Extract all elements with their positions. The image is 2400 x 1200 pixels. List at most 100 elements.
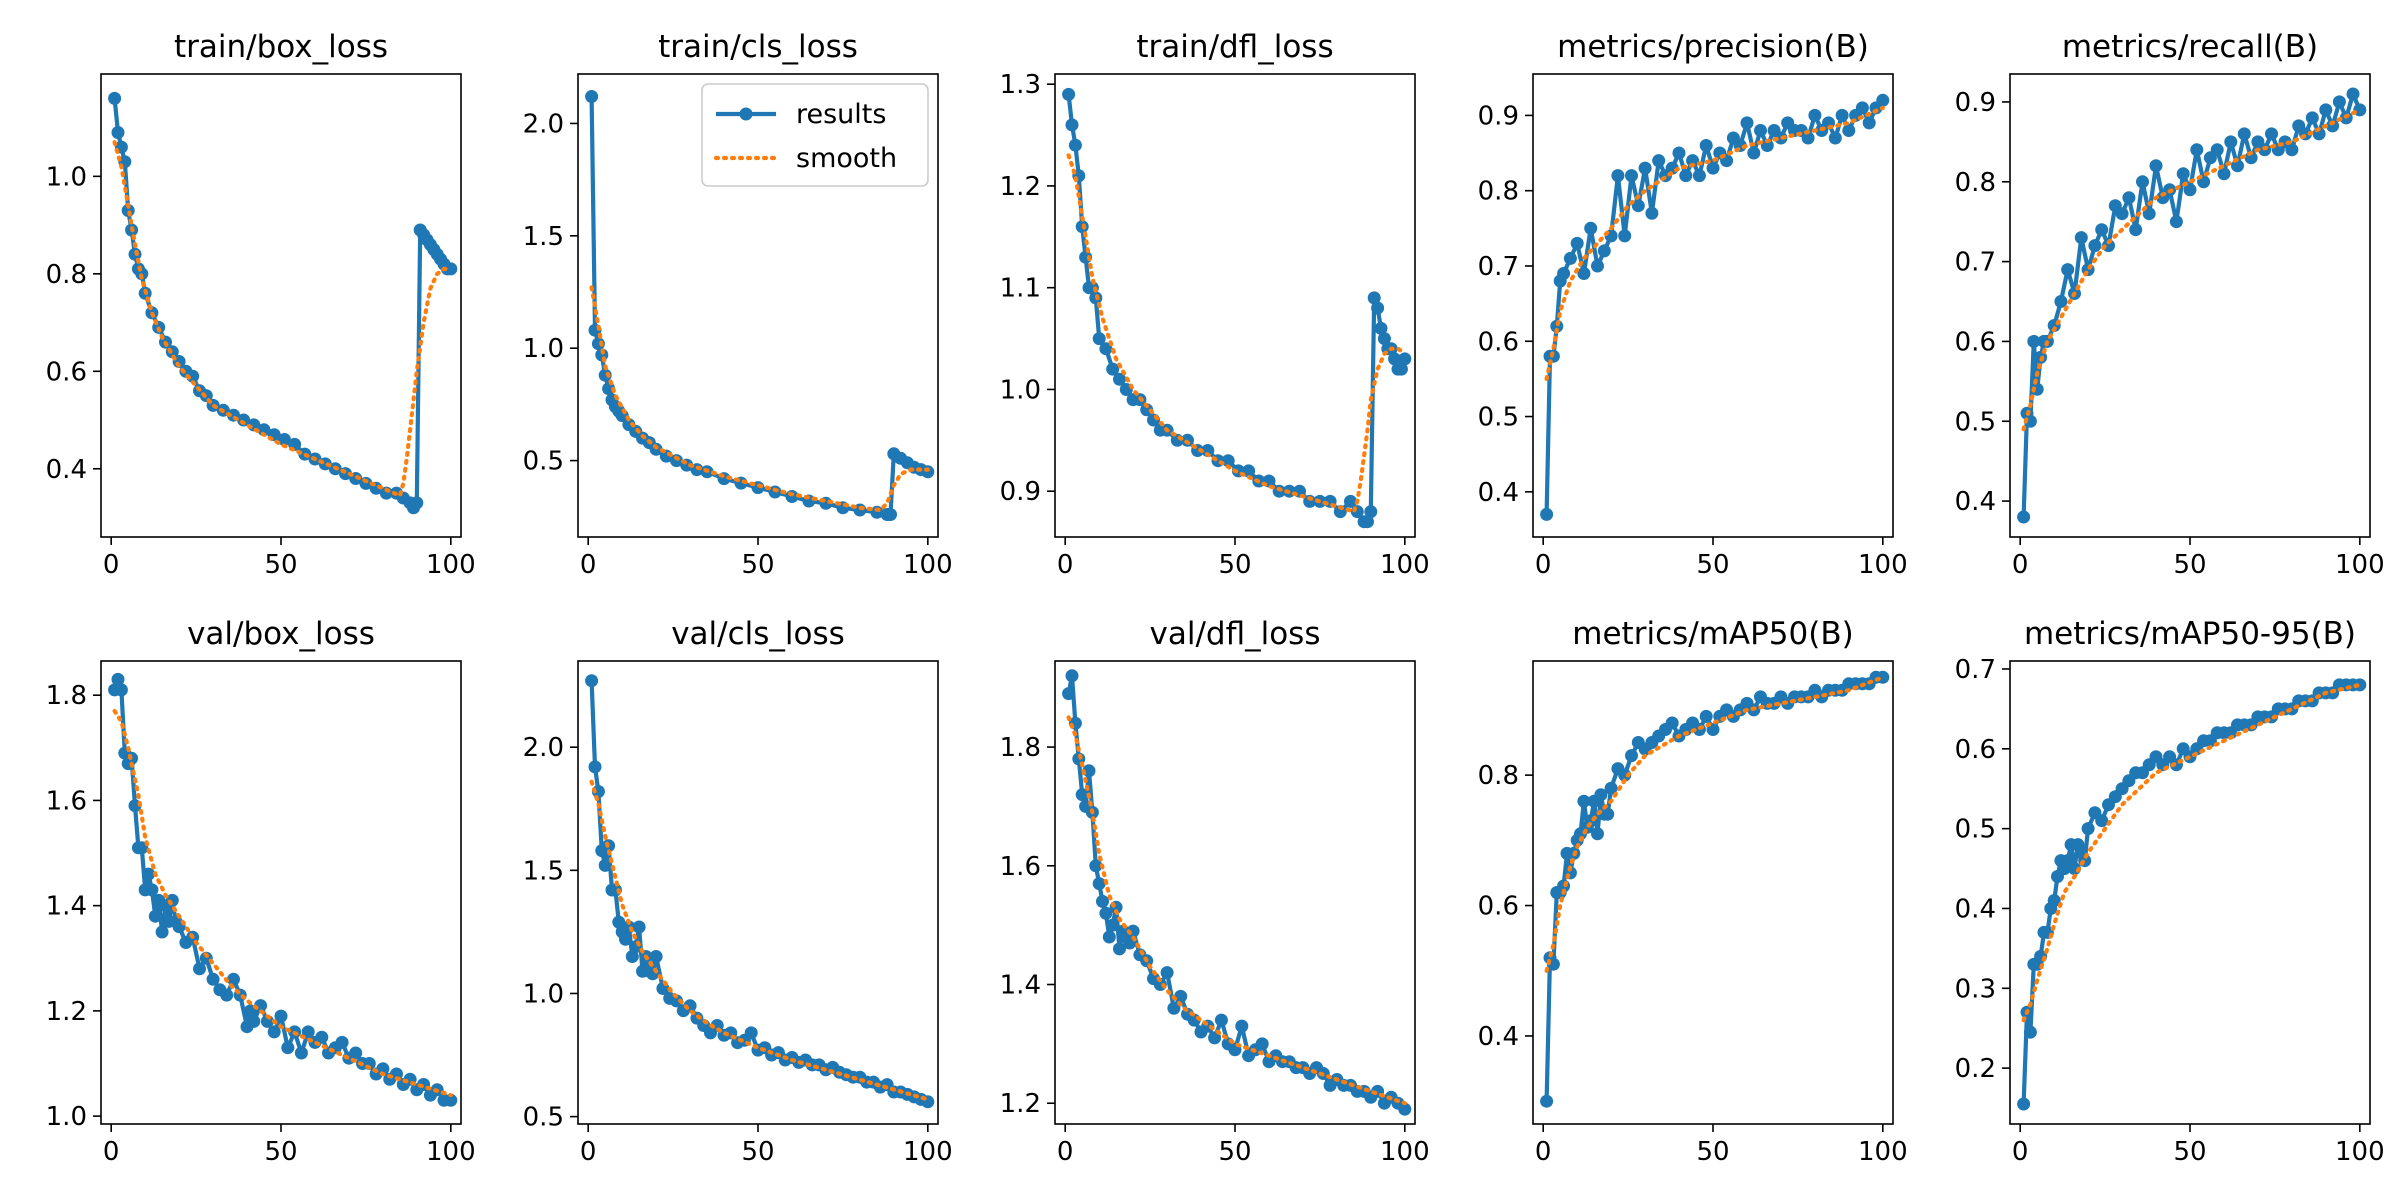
x-tick-label: 100 <box>2335 1137 2385 1167</box>
panel-title: train/dfl_loss <box>1136 29 1333 65</box>
y-tick-label: 0.8 <box>1955 168 1996 198</box>
x-tick-label: 0 <box>2012 1137 2029 1167</box>
x-tick-label: 50 <box>1696 550 1729 580</box>
results-point <box>2030 382 2044 396</box>
y-tick-label: 0.2 <box>1955 1054 1996 1084</box>
results-point <box>1699 139 1713 152</box>
smooth-line <box>589 285 930 513</box>
results-point <box>2332 95 2346 109</box>
results-point <box>1835 108 1849 122</box>
results-point <box>1591 259 1604 273</box>
x-tick-label: 50 <box>1696 1137 1729 1167</box>
results-point <box>1706 161 1720 175</box>
results-point <box>1364 505 1378 519</box>
results-point <box>588 760 602 774</box>
y-tick-label: 2.0 <box>523 733 564 763</box>
results-point <box>1597 244 1611 258</box>
x-tick-label: 50 <box>2173 550 2206 580</box>
results-point <box>1102 930 1116 944</box>
panel-title: val/cls_loss <box>671 616 845 652</box>
y-tick-label: 1.0 <box>523 334 564 364</box>
results-point <box>1140 403 1154 417</box>
y-tick-label: 1.4 <box>46 892 87 922</box>
results-point <box>1371 301 1385 315</box>
y-tick-label: 0.5 <box>1478 403 1519 433</box>
panel-metrics-recall-b: metrics/recall(B) 0 50 100 0.4 0.5 0.6 0.7 0.8 0.… <box>1955 29 2385 580</box>
results-point <box>1208 1031 1222 1045</box>
results-point <box>2081 822 2095 836</box>
results-point <box>2061 263 2075 277</box>
y-tick-label: 0.4 <box>1478 1022 1519 1052</box>
x-tick-label: 100 <box>2335 550 2385 580</box>
results-point <box>768 485 782 499</box>
y-tick-label: 0.4 <box>1955 487 1996 517</box>
results-point <box>1394 362 1408 376</box>
y-tick-label: 1.0 <box>523 979 564 1009</box>
series-results <box>1062 87 1412 529</box>
x-tick-label: 0 <box>2012 550 2029 580</box>
results-point <box>2074 231 2088 245</box>
results-point <box>585 90 599 103</box>
x-tick-label: 50 <box>1218 550 1251 580</box>
panel-train-box-loss: train/box_loss 0 50 100 0.4 0.6 0.8 1.0 <box>46 29 476 580</box>
y-tick-label: 0.6 <box>1478 892 1519 922</box>
y-tick-label: 1.4 <box>1000 971 1041 1001</box>
panel-train-dfl-loss: train/dfl_loss 0 50 100 0.9 1.0 1.1 1.2 1.3 <box>1000 29 1430 580</box>
panel-title: metrics/precision(B) <box>1557 29 1869 65</box>
y-tick-label: 0.7 <box>1955 248 1996 278</box>
x-tick-label: 0 <box>1535 1137 1552 1167</box>
y-tick-label: 0.8 <box>1478 177 1519 207</box>
series-smooth <box>1544 105 1885 381</box>
series-smooth <box>112 708 453 1098</box>
smooth-line <box>1066 715 1407 1106</box>
x-tick-label: 50 <box>741 550 774 580</box>
results-point <box>1760 139 1774 152</box>
results-point <box>598 858 612 872</box>
results-point <box>193 962 206 976</box>
x-tick-label: 0 <box>103 1137 120 1167</box>
y-tick-label: 0.9 <box>1000 477 1041 507</box>
results-point <box>1876 93 1890 107</box>
results-point <box>335 1035 349 1049</box>
x-tick-label: 100 <box>1380 1137 1430 1167</box>
results-point <box>111 126 125 139</box>
results-point <box>1601 807 1615 821</box>
results-point <box>1631 199 1645 213</box>
results-point <box>2136 175 2149 189</box>
results-point <box>1692 169 1706 183</box>
results-point <box>1367 291 1381 305</box>
results-point <box>1740 116 1754 130</box>
results-point <box>2305 111 2319 125</box>
results-point <box>281 1041 295 1055</box>
y-tick-label: 1.6 <box>46 786 87 816</box>
panel-train-cls-loss: train/cls_loss 0 50 100 0.5 1.0 1.5 2.0 <box>523 29 953 580</box>
results-point <box>294 1046 308 1060</box>
results-point <box>108 91 122 105</box>
smooth-line <box>1544 675 1885 973</box>
legend-item-results: results <box>716 99 886 130</box>
y-tick-label: 0.5 <box>1955 815 1996 845</box>
y-tick-label: 0.4 <box>46 455 87 485</box>
x-tick-label: 50 <box>264 550 297 580</box>
results-point <box>585 674 599 688</box>
results-point <box>1570 236 1584 250</box>
x-tick-label: 100 <box>426 1137 476 1167</box>
panel-metrics-map50-95-b: metrics/mAP50-95(B) 0 50 100 0.2 0.3 0.4 0.5 0.6… <box>1955 616 2385 1167</box>
results-point <box>591 337 605 351</box>
y-tick-label: 1.0 <box>46 1102 87 1132</box>
results-point <box>274 1009 288 1023</box>
results-point <box>1174 989 1188 1003</box>
results-point <box>1377 332 1391 346</box>
results-point <box>2115 207 2129 221</box>
panel-title: metrics/mAP50-95(B) <box>2024 616 2356 652</box>
results-point <box>206 972 220 986</box>
smooth-line <box>2021 107 2362 432</box>
results-point <box>1160 966 1174 980</box>
results-point <box>1618 768 1632 782</box>
results-point <box>1747 146 1761 160</box>
results-point <box>1563 251 1577 265</box>
results-point <box>2237 127 2251 141</box>
results-point <box>145 883 159 897</box>
results-point <box>1591 827 1604 841</box>
results-point <box>267 1025 281 1039</box>
